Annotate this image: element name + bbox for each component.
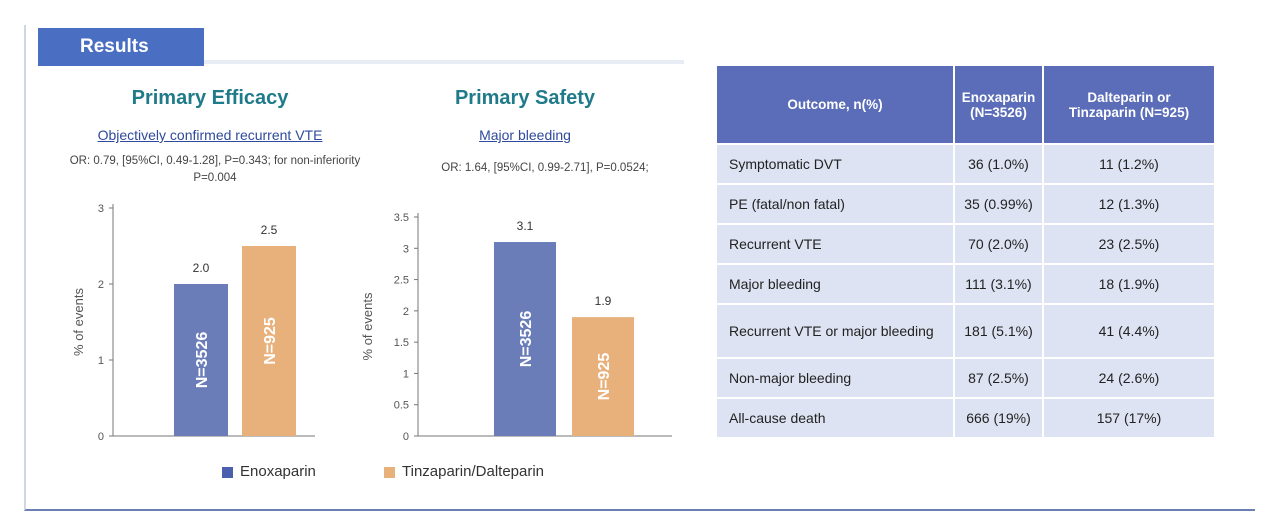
legend-label-enoxaparin: Enoxaparin [240,463,316,480]
table-row: Recurrent VTE or major bleeding 181 (5.1%… [717,305,1214,357]
dalteparin-cell: 11 (1.2%) [1044,145,1214,183]
table-row: All-cause death 666 (19%) 157 (17%) [717,399,1214,437]
outcome-cell: All-cause death [717,399,953,437]
dalteparin-cell: 18 (1.9%) [1044,265,1214,303]
safety-y-tick-label: 2 [403,306,409,318]
results-tab: Results [38,28,204,66]
safety-chart: 0 0.5 1 1.5 2 2.5 3 3.5 % of events 3.1 N=3526 1.9 N… [360,212,672,443]
outcome-cell: PE (fatal/non fatal) [717,185,953,223]
safety-y-tick-label: 0 [403,431,409,443]
header-dalteparin-tinzaparin: Dalteparin or Tinzaparin (N=925) [1044,66,1214,143]
efficacy-bar-tinzaparin-dalteparin [242,246,296,436]
safety-y-tick-label: 1 [403,368,409,380]
safety-n-label: N=925 [596,353,613,401]
efficacy-bar-enoxaparin [174,284,228,436]
outcome-table: Outcome, n(%) Enoxaparin (N=3526) Daltepa… [715,64,1216,439]
safety-y-tick-label: 1.5 [394,337,409,349]
efficacy-chart: 0 1 2 3 % of events 2.0 N=3526 2.5 N=925 [71,203,315,443]
table-row: Recurrent VTE 70 (2.0%) 23 (2.5%) [717,225,1214,263]
outcome-cell: Major bleeding [717,265,953,303]
outcome-cell: Recurrent VTE [717,225,953,263]
safety-bar-tinzaparin-dalteparin [572,317,634,436]
safety-y-tick-label: 0.5 [394,400,409,412]
safety-y-axis-label: % of events [360,292,375,360]
enoxaparin-cell: 181 (5.1%) [955,305,1042,357]
header-rule [204,60,684,64]
table-row: Symptomatic DVT 36 (1.0%) 11 (1.2%) [717,145,1214,183]
header-outcome: Outcome, n(%) [717,66,953,143]
results-tab-label: Results [80,36,149,57]
safety-y-tick-label: 3.5 [394,212,409,224]
efficacy-n-label: N=3526 [194,332,211,389]
efficacy-stat: OR: 0.79, [95%CI, 0.49-1.28], P=0.343; f… [69,155,361,184]
efficacy-y-tick-label: 3 [98,203,104,215]
legend-swatch-enoxaparin [222,467,233,478]
dalteparin-cell: 41 (4.4%) [1044,305,1214,357]
header-enoxaparin: Enoxaparin (N=3526) [955,66,1042,143]
efficacy-n-label: N=925 [262,317,279,365]
outcome-cell: Recurrent VTE or major bleeding [717,305,953,357]
outcome-cell: Symptomatic DVT [717,145,953,183]
safety-title: Primary Safety [454,87,596,109]
efficacy-value-label: 2.0 [193,261,210,275]
safety-subtitle: Major bleeding [479,127,571,143]
safety-bar-enoxaparin [494,242,556,436]
legend-swatch-tinzaparin-dalteparin [384,467,395,478]
efficacy-y-tick-label: 1 [98,355,104,367]
safety-stat: OR: 1.64, [95%CI, 0.99-2.71], P=0.0524; [441,162,649,174]
safety-value-label: 3.1 [517,219,534,233]
efficacy-y-tick-label: 2 [98,279,104,291]
table-header-row: Outcome, n(%) Enoxaparin (N=3526) Daltepa… [717,66,1214,143]
efficacy-title: Primary Efficacy [131,87,289,109]
enoxaparin-cell: 111 (3.1%) [955,265,1042,303]
dalteparin-cell: 157 (17%) [1044,399,1214,437]
dalteparin-cell: 24 (2.6%) [1044,359,1214,397]
safety-value-label: 1.9 [595,294,612,308]
efficacy-subtitle: Objectively confirmed recurrent VTE [97,127,323,143]
efficacy-y-axis-label: % of events [71,288,86,356]
legend-label-tinzaparin-dalteparin: Tinzaparin/Dalteparin [402,463,545,480]
outcome-cell: Non-major bleeding [717,359,953,397]
enoxaparin-cell: 666 (19%) [955,399,1042,437]
dalteparin-cell: 23 (2.5%) [1044,225,1214,263]
dalteparin-cell: 12 (1.3%) [1044,185,1214,223]
enoxaparin-cell: 36 (1.0%) [955,145,1042,183]
table-row: Non-major bleeding 87 (2.5%) 24 (2.6%) [717,359,1214,397]
enoxaparin-cell: 70 (2.0%) [955,225,1042,263]
table-row: Major bleeding 111 (3.1%) 18 (1.9%) [717,265,1214,303]
table-row: PE (fatal/non fatal) 35 (0.99%) 12 (1.3%) [717,185,1214,223]
efficacy-value-label: 2.5 [261,223,278,237]
efficacy-y-tick-label: 0 [98,431,104,443]
safety-y-tick-label: 3 [403,243,409,255]
enoxaparin-cell: 87 (2.5%) [955,359,1042,397]
safety-y-tick-label: 2.5 [394,275,409,287]
safety-n-label: N=3526 [518,311,535,368]
enoxaparin-cell: 35 (0.99%) [955,185,1042,223]
